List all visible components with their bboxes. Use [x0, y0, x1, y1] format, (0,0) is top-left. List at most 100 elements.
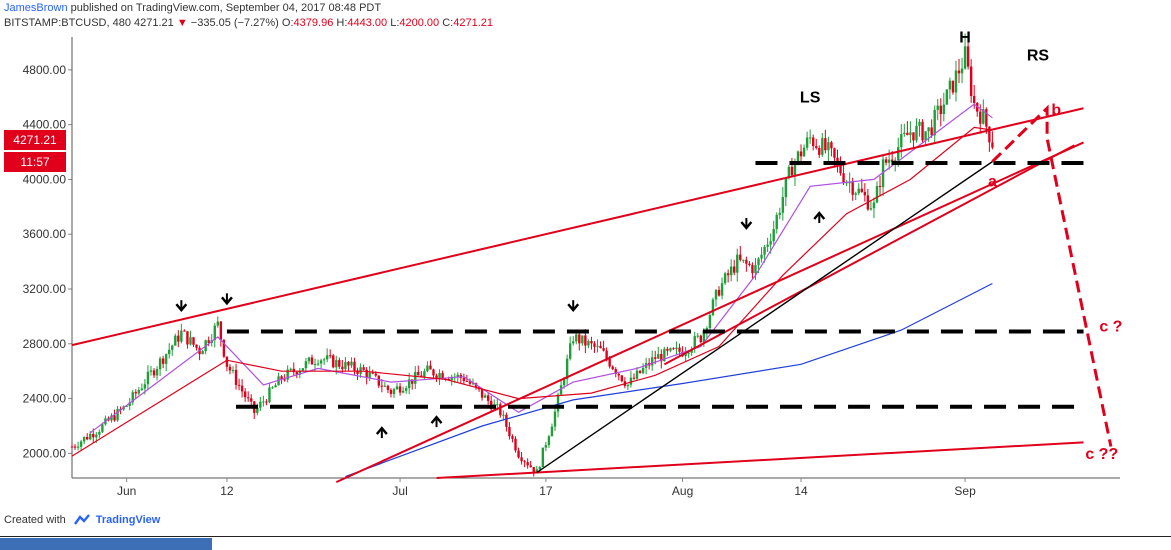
candle-body: [544, 445, 548, 448]
bottom-accent-bar: [0, 538, 212, 550]
x-tick-label: Jun: [117, 484, 136, 498]
candle-body: [256, 407, 259, 413]
candle-body: [818, 147, 821, 155]
candle-body: [836, 157, 839, 163]
open-label: O:: [281, 17, 294, 29]
candle-body: [982, 109, 985, 124]
candle-body: [365, 369, 368, 378]
candle-body: [641, 367, 645, 373]
candle-body: [912, 132, 915, 141]
candle-body: [802, 147, 806, 157]
candle-body: [195, 344, 198, 348]
open-value: 4379.96: [293, 17, 334, 29]
publish-line: JamesBrown published on TradingView.com,…: [4, 2, 381, 14]
footer: Created with TradingView: [0, 510, 1171, 550]
candle-body: [307, 357, 311, 362]
candle-body: [963, 46, 967, 69]
candle-body: [146, 371, 150, 385]
tradingview-logo[interactable]: TradingView: [72, 514, 160, 526]
candles: [70, 33, 994, 477]
candle-body: [110, 415, 113, 421]
cloud-icon: [73, 514, 90, 525]
candle-body: [161, 358, 165, 364]
candle-body: [669, 348, 672, 351]
candle-body: [884, 159, 888, 163]
candle-body: [383, 385, 387, 387]
candle-body: [775, 214, 778, 230]
candle-body: [407, 379, 411, 389]
created-with: Created with TradingView: [4, 514, 160, 526]
x-tick-label: Jul: [392, 484, 407, 498]
candle-body: [228, 366, 232, 371]
candle-body: [897, 147, 900, 161]
candle-body: [265, 401, 268, 403]
candle-body: [271, 387, 274, 389]
candle-body: [660, 354, 663, 362]
candle-body: [693, 336, 696, 349]
candle-body: [483, 395, 487, 398]
candle-body: [149, 370, 153, 372]
trendline-red: [663, 144, 1075, 366]
candle-body: [906, 132, 909, 136]
candle-body: [295, 372, 298, 375]
candle-body: [371, 372, 374, 374]
candle-body: [626, 384, 630, 386]
candle-body: [988, 126, 991, 143]
candle-body: [280, 376, 283, 380]
candle-body: [584, 335, 587, 346]
candle-body: [687, 352, 690, 354]
candle-body: [936, 105, 939, 110]
candle-body: [751, 265, 754, 274]
candle-body: [447, 378, 450, 380]
candle-body: [92, 434, 95, 438]
candle-body: [514, 438, 517, 451]
candle-body: [614, 369, 617, 374]
candle-body: [635, 370, 639, 379]
candle-body: [158, 358, 162, 370]
candle-body: [502, 414, 505, 416]
candle-body: [356, 370, 359, 375]
candle-body: [921, 121, 924, 141]
trendline-red: [436, 441, 1084, 479]
arrow-head: [175, 303, 188, 313]
candle-body: [192, 337, 195, 345]
candle-body: [568, 343, 572, 359]
candle-body: [872, 202, 876, 209]
candle-body: [292, 368, 295, 373]
candle-body: [76, 446, 80, 448]
candle-body: [541, 447, 545, 467]
candle-body: [720, 283, 724, 296]
candle-body: [441, 373, 444, 380]
candle-body: [499, 404, 502, 416]
candle-body: [781, 197, 785, 213]
author-link[interactable]: JamesBrown: [4, 2, 68, 14]
candle-body: [930, 127, 933, 136]
candle-body: [991, 142, 994, 148]
candle-body: [565, 358, 569, 380]
candle-body: [459, 374, 463, 378]
candle-body: [462, 377, 466, 382]
candle-body: [608, 358, 611, 367]
candle-body: [189, 337, 192, 345]
symbol-label: BITSTAMP:BTCUSD, 480: [4, 17, 131, 29]
y-tick-label: 2400.00: [23, 392, 67, 406]
candle-body: [784, 178, 788, 198]
candle-body: [766, 244, 769, 247]
btcusd-price-chart[interactable]: 2000.00 2400.00 2800.00 3200.00 3600.00 4000.…: [0, 0, 1171, 510]
candle-body: [733, 266, 736, 273]
candle-body: [496, 404, 499, 406]
candle-body: [183, 330, 186, 332]
candle-body: [793, 161, 797, 176]
candle-body: [222, 339, 226, 357]
candle-body: [863, 191, 867, 196]
candle-body: [368, 372, 371, 378]
candle-body: [559, 385, 563, 395]
candle-body: [319, 360, 323, 364]
candle-body: [587, 341, 590, 346]
candle-body: [969, 66, 973, 97]
candle-body: [890, 159, 894, 162]
candle-body: [73, 446, 77, 448]
candle-body: [550, 426, 554, 437]
candle-body: [374, 373, 377, 376]
arrow-head: [375, 426, 388, 435]
